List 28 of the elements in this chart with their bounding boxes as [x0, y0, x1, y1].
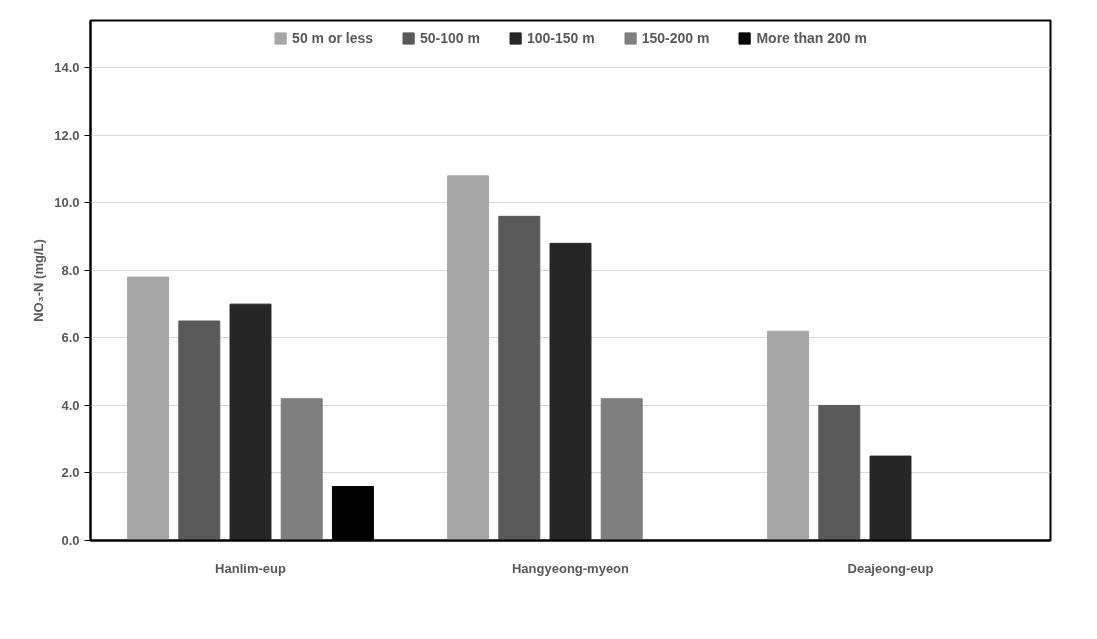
y-tick-label: 12.0 — [54, 127, 80, 143]
y-tick-label: 0.0 — [61, 533, 80, 548]
bar — [178, 320, 221, 541]
legend-label: 50-100 m — [420, 30, 480, 46]
y-axis-title: NO₃-N (mg/L) — [31, 239, 47, 322]
y-tick-label: 14.0 — [54, 60, 80, 76]
bar — [280, 398, 323, 541]
bar — [447, 175, 490, 541]
bar — [498, 215, 541, 541]
bar — [127, 276, 170, 541]
bar — [818, 404, 861, 541]
y-tick-label: 6.0 — [61, 330, 80, 346]
x-tick-label: Hangyeong-myeon — [511, 560, 630, 576]
bar — [767, 330, 810, 541]
x-tick-label: Deajeong-eup — [847, 560, 934, 576]
bar — [549, 242, 592, 541]
x-tick-label: Hanlim-eup — [215, 560, 286, 576]
bar — [229, 303, 272, 541]
legend-label: 50 m or less — [292, 30, 374, 46]
legend-label: 100-150 m — [526, 30, 595, 46]
y-tick-label: 8.0 — [61, 262, 80, 278]
legend-label: 150-200 m — [641, 30, 710, 46]
legend-label: More than 200 m — [756, 30, 867, 46]
y-tick-label: 2.0 — [61, 465, 80, 481]
y-tick-label: 10.0 — [54, 195, 80, 211]
bar — [869, 455, 912, 541]
y-tick-label: 4.0 — [61, 397, 80, 413]
bar — [600, 398, 643, 541]
